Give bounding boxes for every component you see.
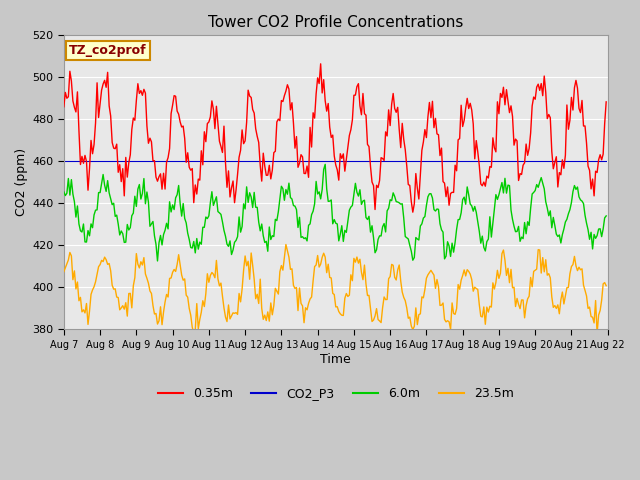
X-axis label: Time: Time [321, 352, 351, 366]
Text: TZ_co2prof: TZ_co2prof [69, 44, 147, 57]
Title: Tower CO2 Profile Concentrations: Tower CO2 Profile Concentrations [208, 15, 463, 30]
Legend: 0.35m, CO2_P3, 6.0m, 23.5m: 0.35m, CO2_P3, 6.0m, 23.5m [152, 383, 519, 406]
Y-axis label: CO2 (ppm): CO2 (ppm) [15, 148, 28, 216]
